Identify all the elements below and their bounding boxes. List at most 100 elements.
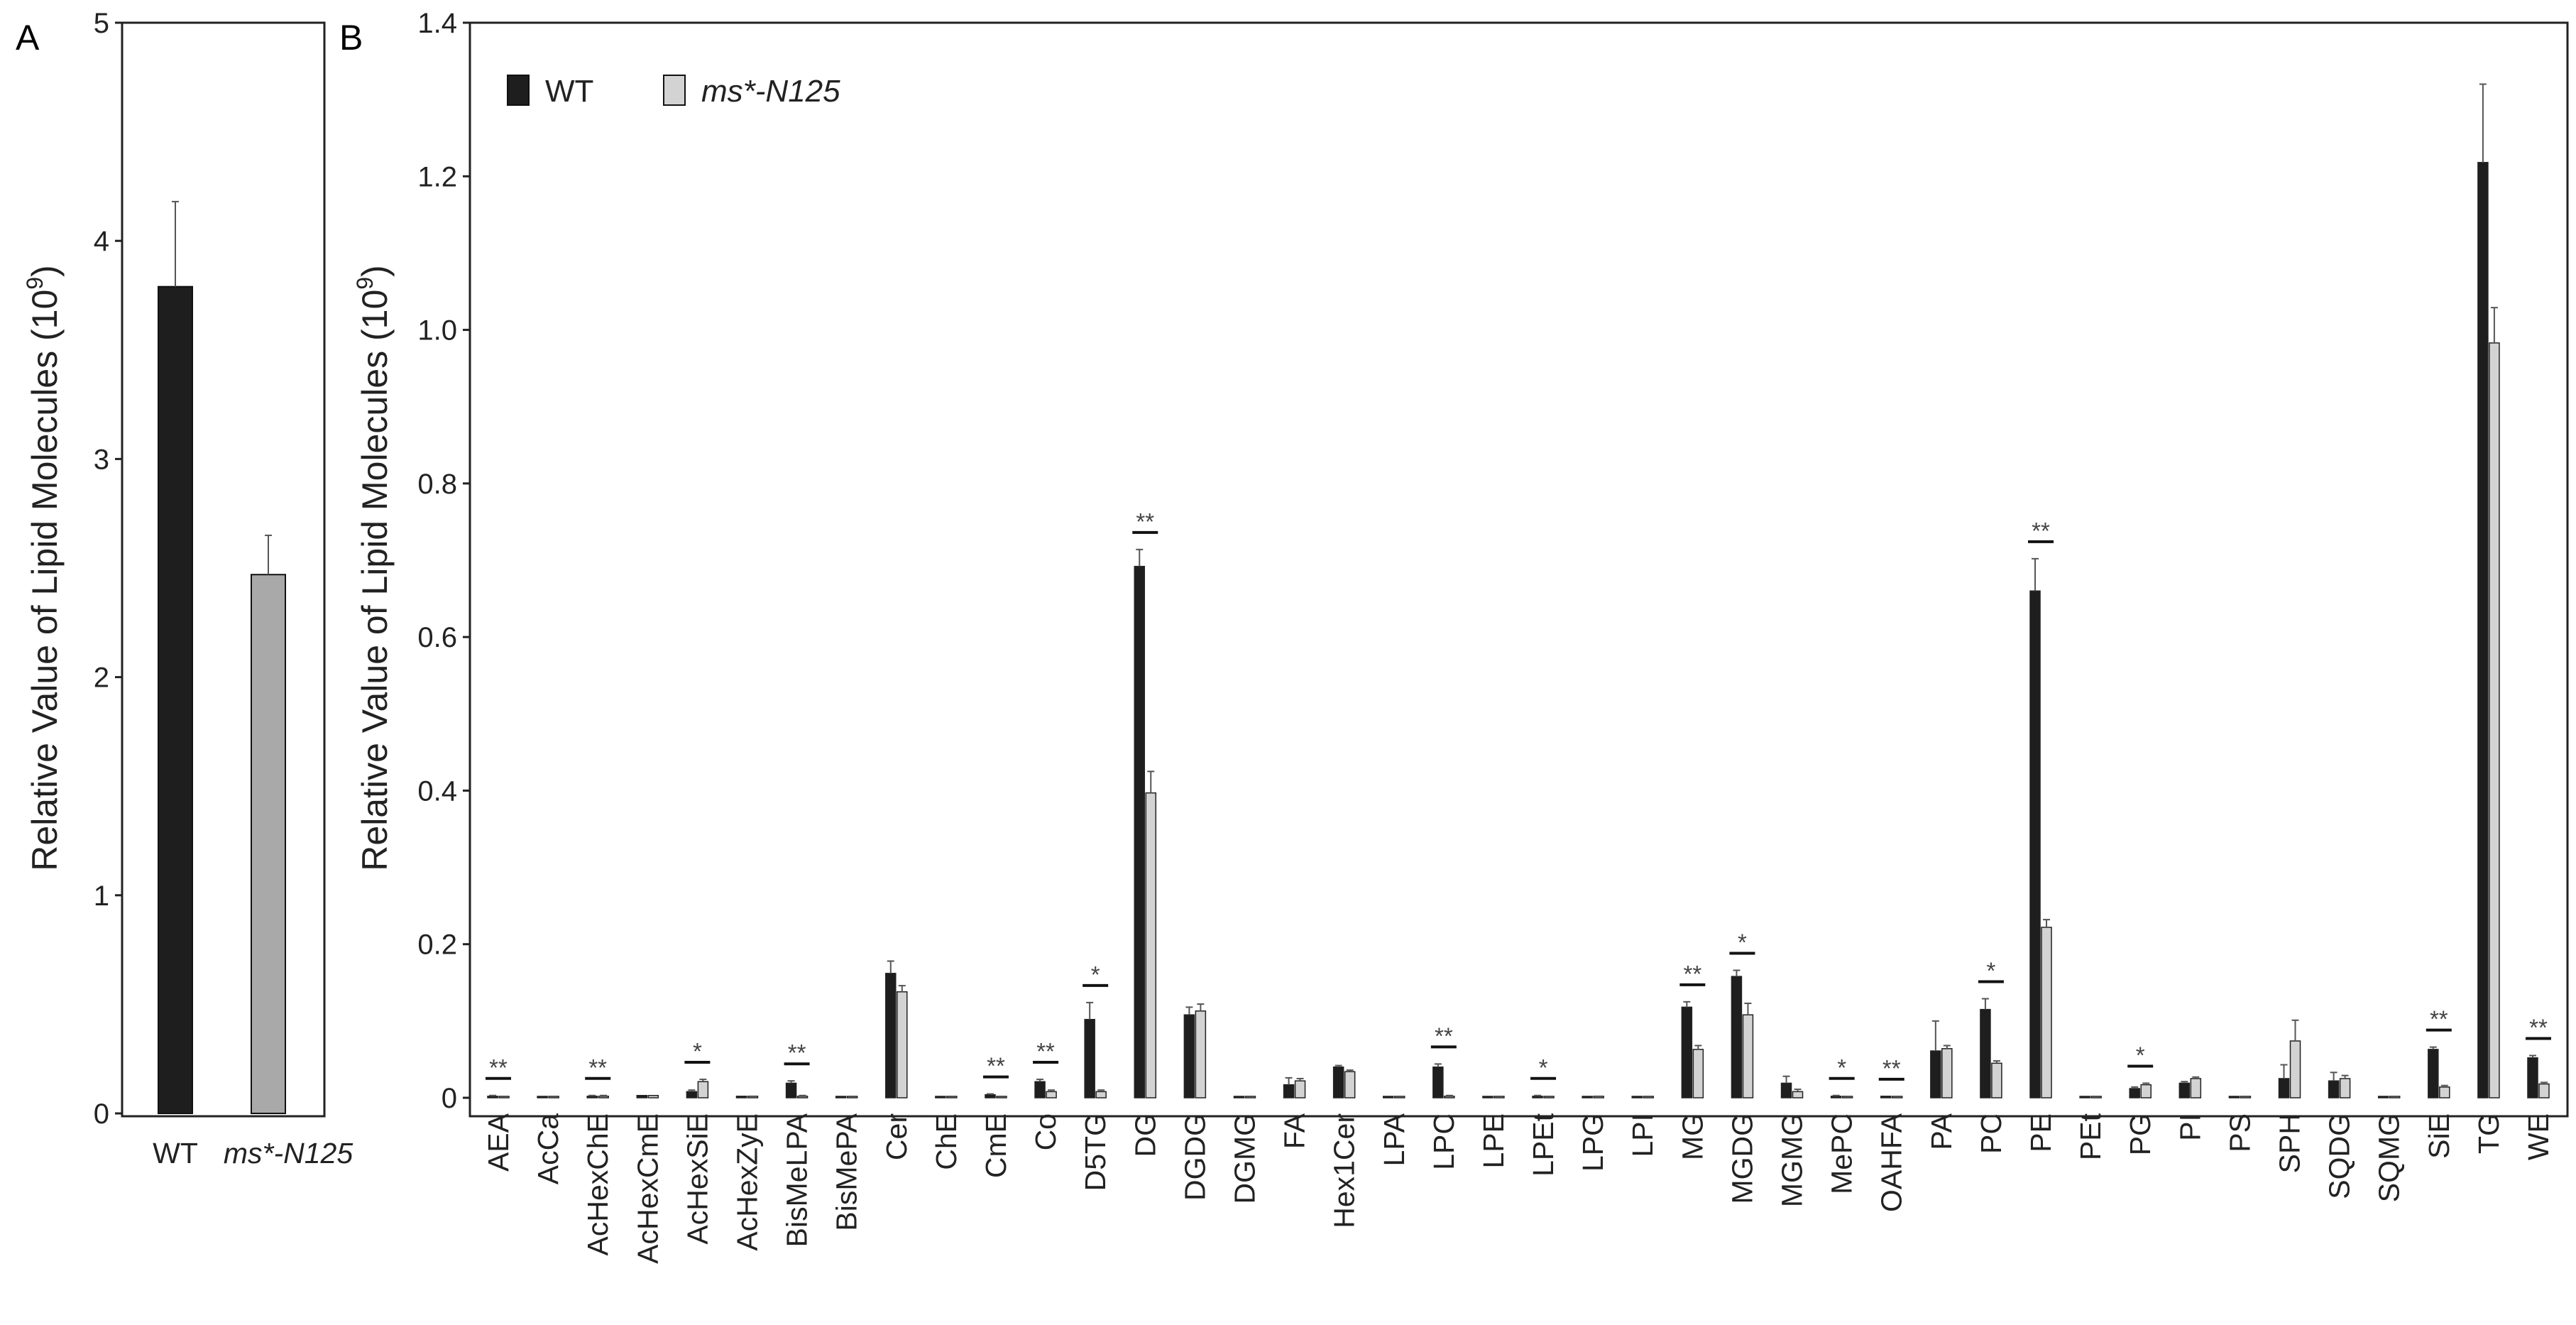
b-bar-cer-wt: [885, 973, 897, 1098]
b-x-label-dgmg: DGMG: [1228, 1113, 1261, 1204]
b-bar-co-ms-n125: [1046, 1091, 1057, 1098]
b-bar-dg-ms-n125: [1145, 792, 1157, 1098]
b-x-label-sie: SiE: [2423, 1113, 2455, 1159]
b-x-label-achexche: AcHexChE: [581, 1113, 614, 1256]
b-y-tick-label: 0.2: [417, 929, 457, 961]
b-bar-pi-wt: [2178, 1082, 2191, 1098]
b-bar-dgmg-ms-n125: [1244, 1096, 1256, 1098]
b-bar-cer-ms-n125: [897, 991, 908, 1098]
b-x-label-fa: FA: [1278, 1113, 1311, 1149]
panel-b-bars: [487, 83, 2550, 1098]
b-x-label-cme: CmE: [980, 1113, 1012, 1178]
panel-a-bars: [158, 200, 286, 1114]
b-bar-lpe-ms-n125: [1493, 1096, 1505, 1098]
b-bar-achexcme-wt: [636, 1095, 648, 1098]
panel-b-chart: 00.20.40.60.81.01.21.4 ** *** ** **********…: [352, 8, 2569, 1264]
b-bar-pet-ms-n125: [2090, 1096, 2102, 1098]
b-bar-fa-wt: [1283, 1084, 1295, 1098]
b-bar-bismelpa-ms-n125: [796, 1096, 809, 1098]
b-bar-lpc-ms-n125: [1444, 1096, 1455, 1098]
b-bar-acca-wt: [537, 1096, 548, 1098]
b-bar-mepc-ms-n125: [1841, 1096, 1853, 1098]
b-bar-pg-wt: [2129, 1088, 2140, 1098]
b-bar-lpet-ms-n125: [1543, 1096, 1555, 1098]
b-x-label-dgdg: DGDG: [1178, 1113, 1211, 1201]
b-bar-d5tg-wt: [1084, 1018, 1095, 1098]
significance-star-co: **: [1036, 1038, 1055, 1064]
b-x-label-achexzye: AcHexZyE: [730, 1113, 763, 1251]
panel-a-x-labels: WT ms*-N125: [153, 1137, 353, 1169]
b-bar-pa-wt: [1930, 1050, 1941, 1098]
b-bar-dgdg-ms-n125: [1195, 1010, 1207, 1098]
a-bar-ms-n125: [251, 574, 286, 1114]
a-bar-wt: [158, 285, 193, 1114]
b-bar-aea-ms-n125: [498, 1096, 510, 1098]
b-bar-oahfa-ms-n125: [1891, 1096, 1903, 1098]
b-bar-mg-ms-n125: [1692, 1049, 1704, 1098]
b-x-label-mg: MG: [1676, 1113, 1709, 1160]
b-bar-bismepa-ms-n125: [846, 1096, 858, 1098]
significance-star-lpc: **: [1435, 1023, 1453, 1049]
b-bar-lpa-ms-n125: [1394, 1096, 1405, 1098]
b-bar-aea-wt: [487, 1096, 498, 1098]
b-bar-sqdg-wt: [2328, 1080, 2340, 1098]
significance-star-pe: **: [2032, 518, 2050, 544]
b-bar-cme-ms-n125: [996, 1096, 1007, 1098]
legend-wt-label: WT: [545, 74, 593, 109]
b-x-label-pa: PA: [1925, 1113, 1958, 1150]
b-bar-sph-ms-n125: [2289, 1040, 2301, 1098]
significance-star-mepc: *: [1837, 1054, 1846, 1081]
b-bar-oahfa-wt: [1880, 1096, 1892, 1098]
b-bar-hex1cer-ms-n125: [1344, 1071, 1356, 1098]
significance-star-aea: **: [489, 1054, 508, 1081]
b-bar-pg-ms-n125: [2140, 1084, 2152, 1098]
b-x-label-sph: SPH: [2274, 1113, 2306, 1173]
b-x-label-hex1cer: Hex1Cer: [1328, 1113, 1361, 1228]
b-x-label-bismelpa: BisMeLPA: [781, 1113, 813, 1247]
b-bar-dgdg-wt: [1183, 1014, 1195, 1098]
b-x-label-oahfa: OAHFA: [1875, 1113, 1908, 1212]
b-bar-mgmg-ms-n125: [1792, 1091, 1804, 1098]
b-x-label-achexsie: AcHexSiE: [681, 1113, 713, 1245]
panel-a-y-ticks: 0 1 2 3 4 5: [94, 8, 122, 1130]
significance-star-sie: **: [2430, 1006, 2448, 1032]
b-bar-achexzye-wt: [735, 1096, 747, 1098]
b-x-label-pg: PG: [2124, 1113, 2156, 1155]
panel-b-x-labels: AEA AcCa AcHexChE AcHexCmE AcHexSiE AcHexZyE B…: [482, 1113, 2555, 1264]
b-x-label-lpg: LPG: [1577, 1113, 1609, 1172]
panel-b-plot-frame: [468, 21, 2569, 1118]
b-x-label-pi: PI: [2174, 1113, 2206, 1141]
b-x-label-mgmg: MGMG: [1776, 1113, 1809, 1207]
b-bar-lpi-ms-n125: [1643, 1096, 1654, 1098]
b-bar-lpi-wt: [1631, 1096, 1643, 1098]
significance-star-we: **: [2529, 1015, 2548, 1041]
b-x-label-lpc: LPC: [1427, 1113, 1460, 1170]
b-bar-achexcme-ms-n125: [647, 1095, 659, 1098]
b-x-label-sqmg: SQMG: [2373, 1113, 2406, 1202]
b-x-label-co: Co: [1029, 1113, 1062, 1150]
b-bar-dg-wt: [1134, 565, 1146, 1098]
b-x-label-acca: AcCa: [532, 1113, 564, 1184]
a-y-tick-label: 2: [94, 662, 109, 694]
a-y-tick-label: 0: [94, 1098, 109, 1130]
significance-star-pc: *: [1987, 957, 1996, 983]
b-x-label-che: ChE: [930, 1113, 963, 1170]
significance-star-mg: **: [1683, 961, 1701, 987]
significance-star-bismelpa: **: [788, 1040, 806, 1066]
b-x-label-pe: PE: [2024, 1113, 2057, 1152]
panel-b-y-axis-title: Relative Value of Lipid Molecules (109): [352, 265, 395, 871]
b-x-label-we: WE: [2522, 1113, 2555, 1160]
b-x-label-d5tg: D5TG: [1079, 1113, 1112, 1191]
b-bar-achexzye-ms-n125: [747, 1096, 759, 1098]
b-bar-mgmg-wt: [1780, 1082, 1792, 1098]
b-bar-achexche-ms-n125: [598, 1096, 609, 1098]
b-x-label-pc: PC: [1975, 1113, 2007, 1154]
b-y-tick-label: 0.4: [417, 775, 457, 807]
b-bar-tg-wt: [2477, 162, 2489, 1098]
b-bar-tg-ms-n125: [2489, 342, 2500, 1098]
panel-b-legend: WT ms*-N125: [507, 74, 840, 109]
b-bar-lpg-ms-n125: [1593, 1096, 1604, 1098]
b-bar-lpg-wt: [1582, 1096, 1593, 1098]
b-bar-co-wt: [1034, 1081, 1046, 1098]
